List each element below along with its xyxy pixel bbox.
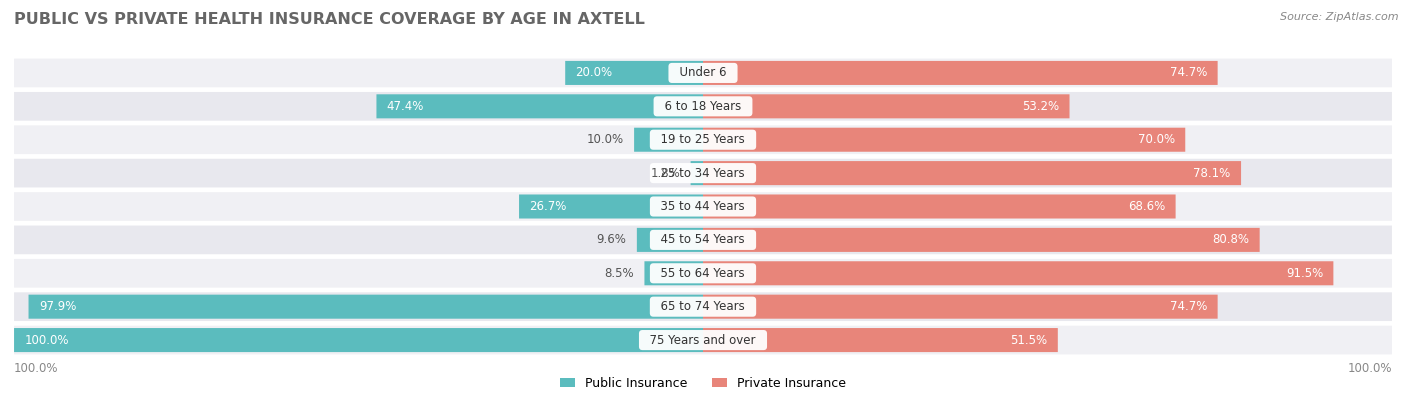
Text: 20.0%: 20.0% [575, 66, 613, 79]
Text: 8.5%: 8.5% [605, 267, 634, 280]
Text: 75 Years and over: 75 Years and over [643, 334, 763, 347]
FancyBboxPatch shape [14, 225, 1392, 254]
FancyBboxPatch shape [14, 159, 1392, 188]
FancyBboxPatch shape [690, 161, 703, 185]
Text: 47.4%: 47.4% [387, 100, 425, 113]
FancyBboxPatch shape [14, 92, 1392, 121]
FancyBboxPatch shape [14, 59, 1392, 87]
Text: 78.1%: 78.1% [1194, 166, 1230, 180]
Text: 68.6%: 68.6% [1128, 200, 1166, 213]
FancyBboxPatch shape [14, 326, 1392, 354]
Text: 97.9%: 97.9% [39, 300, 76, 313]
FancyBboxPatch shape [703, 94, 1070, 119]
FancyBboxPatch shape [14, 192, 1392, 221]
Text: 53.2%: 53.2% [1022, 100, 1059, 113]
FancyBboxPatch shape [703, 294, 1218, 319]
Text: 25 to 34 Years: 25 to 34 Years [654, 166, 752, 180]
FancyBboxPatch shape [703, 61, 1218, 85]
FancyBboxPatch shape [634, 128, 703, 152]
Text: 9.6%: 9.6% [596, 233, 627, 247]
Text: Source: ZipAtlas.com: Source: ZipAtlas.com [1281, 12, 1399, 22]
FancyBboxPatch shape [703, 328, 1057, 352]
Text: 45 to 54 Years: 45 to 54 Years [654, 233, 752, 247]
FancyBboxPatch shape [703, 195, 1175, 218]
Text: Under 6: Under 6 [672, 66, 734, 79]
FancyBboxPatch shape [703, 228, 1260, 252]
Text: 35 to 44 Years: 35 to 44 Years [654, 200, 752, 213]
Legend: Public Insurance, Private Insurance: Public Insurance, Private Insurance [555, 372, 851, 395]
Text: 6 to 18 Years: 6 to 18 Years [657, 100, 749, 113]
FancyBboxPatch shape [14, 259, 1392, 287]
FancyBboxPatch shape [703, 128, 1185, 152]
Text: 51.5%: 51.5% [1011, 334, 1047, 347]
Text: 80.8%: 80.8% [1212, 233, 1250, 247]
Text: 91.5%: 91.5% [1286, 267, 1323, 280]
Text: 74.7%: 74.7% [1170, 300, 1208, 313]
FancyBboxPatch shape [637, 228, 703, 252]
Text: 74.7%: 74.7% [1170, 66, 1208, 79]
Text: PUBLIC VS PRIVATE HEALTH INSURANCE COVERAGE BY AGE IN AXTELL: PUBLIC VS PRIVATE HEALTH INSURANCE COVER… [14, 12, 645, 27]
FancyBboxPatch shape [28, 294, 703, 319]
Text: 19 to 25 Years: 19 to 25 Years [654, 133, 752, 146]
Text: 65 to 74 Years: 65 to 74 Years [654, 300, 752, 313]
FancyBboxPatch shape [703, 261, 1333, 285]
Text: 70.0%: 70.0% [1137, 133, 1175, 146]
Text: 26.7%: 26.7% [530, 200, 567, 213]
Text: 100.0%: 100.0% [1347, 362, 1392, 375]
FancyBboxPatch shape [644, 261, 703, 285]
FancyBboxPatch shape [14, 328, 703, 352]
FancyBboxPatch shape [565, 61, 703, 85]
Text: 1.8%: 1.8% [651, 166, 681, 180]
FancyBboxPatch shape [14, 126, 1392, 154]
Text: 55 to 64 Years: 55 to 64 Years [654, 267, 752, 280]
FancyBboxPatch shape [377, 94, 703, 119]
FancyBboxPatch shape [14, 292, 1392, 321]
FancyBboxPatch shape [703, 161, 1241, 185]
Text: 10.0%: 10.0% [586, 133, 624, 146]
Text: 100.0%: 100.0% [14, 362, 59, 375]
FancyBboxPatch shape [519, 195, 703, 218]
Text: 100.0%: 100.0% [24, 334, 69, 347]
